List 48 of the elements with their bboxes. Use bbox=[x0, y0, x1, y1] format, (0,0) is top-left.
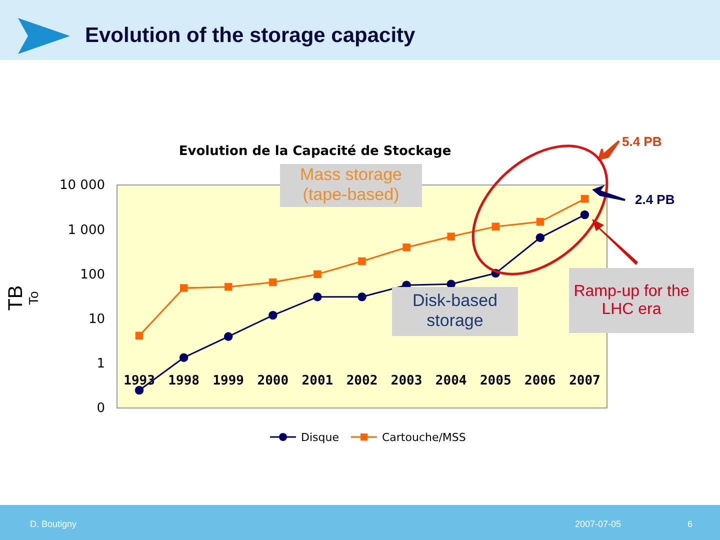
y-tick-label: 1 bbox=[96, 356, 105, 372]
point bbox=[402, 243, 410, 252]
x-tick-label: 2000 bbox=[257, 374, 289, 389]
point bbox=[580, 210, 590, 220]
annotation: Ramp-up for the LHC era bbox=[569, 268, 694, 334]
text: D. Boutigny bbox=[30, 519, 78, 529]
x-tick-label: 2001 bbox=[302, 374, 334, 389]
y-tick-label: 10 bbox=[88, 312, 105, 327]
annotation: Disk-based storage bbox=[392, 287, 518, 336]
y-tick-label: 100 bbox=[80, 267, 105, 282]
text: 5.4 PB bbox=[622, 134, 662, 149]
y-axis-title: TB bbox=[5, 285, 27, 311]
text: 2.4 PB bbox=[635, 192, 675, 207]
x-tick-label: 1999 bbox=[212, 374, 244, 389]
x-tick-label: 2004 bbox=[435, 374, 467, 389]
x-tick-label: 2007 bbox=[569, 374, 600, 389]
chart-title: Evolution de la Capacité de Stockage bbox=[178, 144, 452, 159]
point bbox=[492, 222, 500, 230]
annotation: Mass storage (tape-based) bbox=[280, 164, 422, 207]
y-tick-label: 1 000 bbox=[68, 222, 105, 238]
point bbox=[313, 292, 322, 302]
point bbox=[447, 232, 455, 240]
point bbox=[135, 332, 144, 340]
point bbox=[268, 310, 278, 320]
x-tick-label: 2006 bbox=[524, 374, 556, 389]
point bbox=[314, 270, 322, 278]
legend-label: Cartouche/MSS bbox=[382, 431, 466, 444]
y2-axis-title: To bbox=[26, 291, 41, 305]
point bbox=[358, 292, 366, 302]
point bbox=[536, 218, 544, 226]
point bbox=[179, 353, 188, 362]
x-tick-label: 2002 bbox=[346, 374, 378, 389]
point bbox=[224, 332, 233, 341]
chart-subtitle: Evolution of the storage capacity bbox=[85, 24, 416, 47]
point bbox=[269, 278, 277, 286]
text: 2007-07-05 bbox=[574, 519, 622, 529]
x-tick-label: 2003 bbox=[390, 374, 422, 389]
x-tick-label: 1998 bbox=[168, 374, 200, 389]
point bbox=[536, 233, 545, 242]
point bbox=[358, 257, 366, 266]
x-tick-label: 2005 bbox=[480, 374, 512, 389]
text: 6 bbox=[687, 519, 693, 529]
point bbox=[580, 194, 589, 203]
legend-label: Disque bbox=[301, 431, 340, 444]
y-tick-label: 0 bbox=[96, 401, 105, 416]
point bbox=[180, 284, 188, 292]
point bbox=[224, 282, 232, 291]
y-tick-label: 10 000 bbox=[60, 178, 105, 194]
